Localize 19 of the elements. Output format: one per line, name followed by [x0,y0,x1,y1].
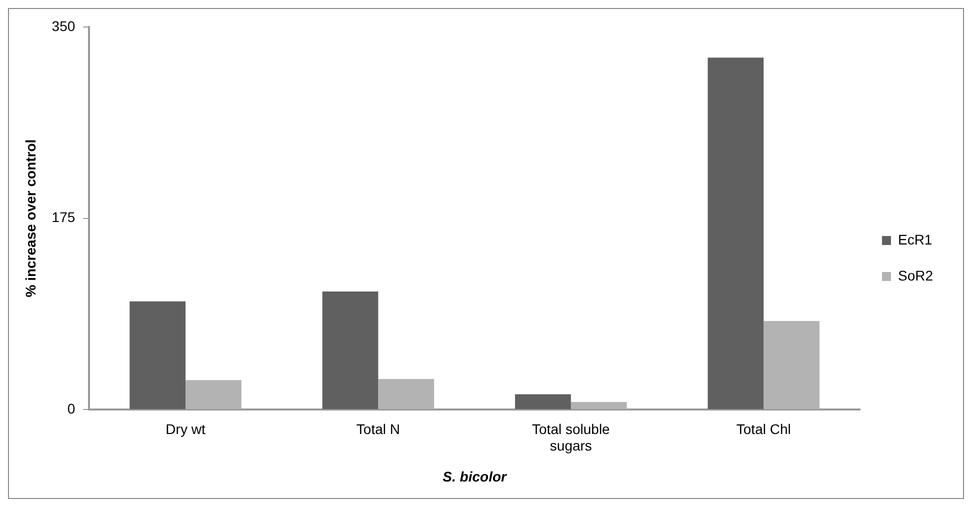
x-tick-label: Dry wt [166,420,206,437]
bar [515,394,571,410]
y-tick-label: 175 [52,209,76,226]
legend-label: SoR2 [898,267,934,284]
y-tick-label: 350 [52,18,76,34]
x-tick-label: Total Chl [736,420,791,437]
bar [322,292,378,410]
x-tick-label: Total N [356,420,400,437]
x-tick-label: Total soluble sugars [532,420,610,454]
legend-label: EcR1 [898,231,932,248]
y-axis-title: % increase over control [22,139,38,298]
bar [570,402,627,410]
bar [130,301,186,410]
bar [186,380,242,410]
bar [764,321,820,410]
y-tick-label: 0 [67,400,76,416]
x-axis-title: S. bicolor [442,468,508,484]
bar [378,378,434,410]
bar [708,58,764,410]
